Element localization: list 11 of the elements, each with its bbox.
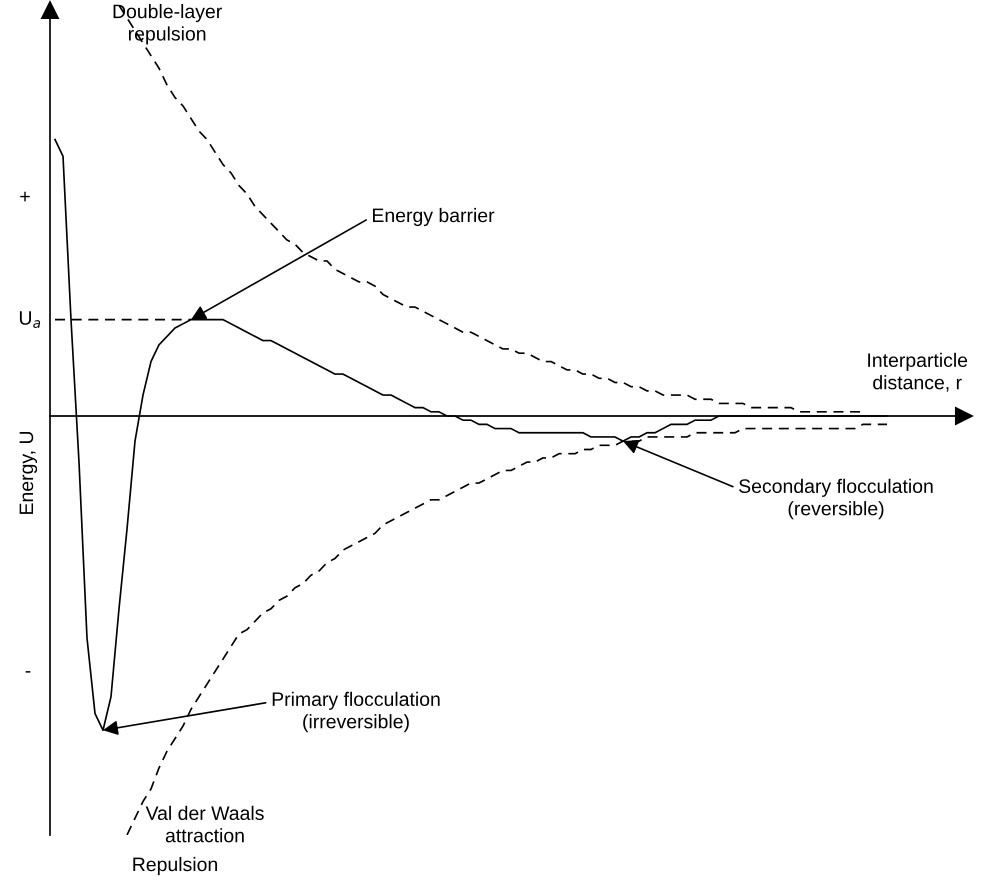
series-label: Double-layer repulsion	[114, 4, 222, 44]
x-axis-title: Interparticle distance, r	[868, 352, 968, 392]
series-label: Val der Waals attraction	[146, 806, 264, 842]
annotation: Energy barrier	[373, 208, 494, 226]
text: U$_{a}$	[20, 311, 40, 328]
y-axis-title: Energy, U	[20, 432, 38, 514]
text: -	[26, 671, 30, 673]
annotation: Primary flocculation (irreversible)	[272, 692, 440, 732]
text: +	[20, 192, 30, 202]
text: Repulsion	[133, 856, 217, 876]
annotation: Secondary flocculation (reversible)	[739, 478, 933, 520]
